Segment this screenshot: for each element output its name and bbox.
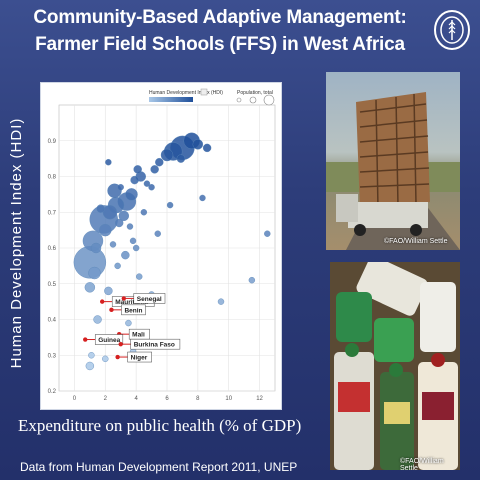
slide-title: Community-Based Adaptive Management: Far… <box>20 4 420 58</box>
data-point <box>105 158 112 166</box>
x-tick-label: 8 <box>196 396 200 402</box>
truck-photo: ©FAO/William Settle <box>326 72 460 250</box>
data-point <box>154 230 161 237</box>
data-point <box>150 165 159 174</box>
data-point <box>192 139 204 150</box>
data-point <box>126 223 134 230</box>
data-point <box>114 218 124 228</box>
data-point <box>88 266 101 280</box>
data-point <box>160 148 174 162</box>
data-point <box>117 184 124 191</box>
highlight-label-box <box>130 338 181 350</box>
truck-photo-credit: ©FAO/William Settle <box>384 238 448 245</box>
chart-panel: 0.2 0.3 0.4 0.5 0.6 0.7 0.8 0.9 0 2 4 6 8 10 12 Human … <box>40 82 282 410</box>
data-point <box>99 223 112 237</box>
legend-size-circle <box>249 96 257 104</box>
data-point <box>102 205 118 220</box>
data-point <box>109 241 117 248</box>
data-point <box>125 319 132 327</box>
x-tick-label: 6 <box>165 396 169 402</box>
data-point <box>143 180 151 187</box>
data-point <box>217 298 225 305</box>
legend-size-label: Population, total <box>237 90 273 96</box>
x-axis-caption: Expenditure on public health (% of GDP) <box>18 416 302 435</box>
y-tick-label: 0.3 <box>48 353 57 359</box>
points-layer <box>73 132 271 371</box>
highlight-label-box <box>121 304 146 316</box>
data-point <box>248 276 256 284</box>
y-tick-label: 0.9 <box>48 139 57 145</box>
data-point <box>176 154 186 163</box>
x-tick-label: 12 <box>256 396 263 402</box>
fao-logo <box>434 10 470 50</box>
data-point <box>130 175 139 185</box>
data-point <box>85 361 95 371</box>
data-point <box>129 237 137 245</box>
data-point <box>88 352 95 359</box>
y-tick-label: 0.4 <box>48 318 57 324</box>
legend-color-label: Human Development Index (HDI) <box>149 90 223 96</box>
bottles-illustration <box>330 262 460 470</box>
highlight-label: Guinea <box>98 337 120 344</box>
y-tick-label: 0.7 <box>48 210 57 216</box>
highlight-label-box <box>94 334 124 345</box>
x-tick-label: 2 <box>104 396 108 402</box>
x-tick-label: 4 <box>134 396 138 402</box>
truck-illustration <box>326 92 460 250</box>
legend-help-icon[interactable] <box>200 88 208 96</box>
y-tick-label: 0.8 <box>48 175 57 181</box>
y-tick-label: 0.2 <box>48 389 57 395</box>
highlight-label: Burkina Faso <box>134 342 175 349</box>
data-point <box>136 273 143 280</box>
data-point <box>90 242 102 254</box>
data-point <box>96 204 105 213</box>
data-point <box>202 143 212 153</box>
highlight-label: Benin <box>124 307 142 314</box>
data-point <box>118 210 130 222</box>
highlight-label: Mauritania <box>115 299 148 306</box>
y-axis-title: Human Development Index (HDI) <box>8 117 25 369</box>
data-point <box>133 165 142 174</box>
data-point <box>199 194 206 202</box>
bottles-photo-credit: ©FAO/William Settle <box>400 458 444 470</box>
data-point <box>104 286 113 296</box>
data-point <box>84 282 96 293</box>
highlight-label: Mali <box>132 332 145 339</box>
legend-size-circle <box>263 94 275 106</box>
slide-title-line1: Community-Based Adaptive Management: <box>33 7 407 28</box>
data-point <box>102 355 109 363</box>
highlight-label: Senegal <box>137 296 162 303</box>
highlight-label-box <box>133 293 166 304</box>
legend: Human Development Index (HDI) Population… <box>149 88 275 106</box>
highlight-label-box <box>127 351 152 363</box>
data-point <box>121 250 130 260</box>
data-point <box>148 184 155 191</box>
highlight-label: Niger <box>131 355 148 362</box>
y-tick-label: 0.6 <box>48 246 57 252</box>
x-tick-label: 0 <box>73 396 77 402</box>
source-note: Data from Human Development Report 2011,… <box>20 460 298 474</box>
data-point <box>166 201 174 209</box>
data-point <box>93 315 102 324</box>
legend-size-circle <box>236 97 242 103</box>
data-point <box>132 244 140 252</box>
data-point <box>140 209 148 216</box>
data-point <box>264 230 271 237</box>
scatter-chart: 0.2 0.3 0.4 0.5 0.6 0.7 0.8 0.9 0 2 4 6 8 10 12 Human … <box>48 88 276 402</box>
highlight-point <box>100 299 105 304</box>
legend-color-scale <box>149 97 193 102</box>
slide-title-line2: Farmer Field Schools (FFS) in West Afric… <box>35 34 405 55</box>
y-tick-label: 0.5 <box>48 282 57 288</box>
data-point <box>125 188 138 201</box>
data-point <box>155 157 164 167</box>
x-tick-label: 10 <box>225 396 232 402</box>
pesticide-bottles-photo: ©FAO/William Settle <box>330 262 460 470</box>
data-point <box>114 262 121 270</box>
